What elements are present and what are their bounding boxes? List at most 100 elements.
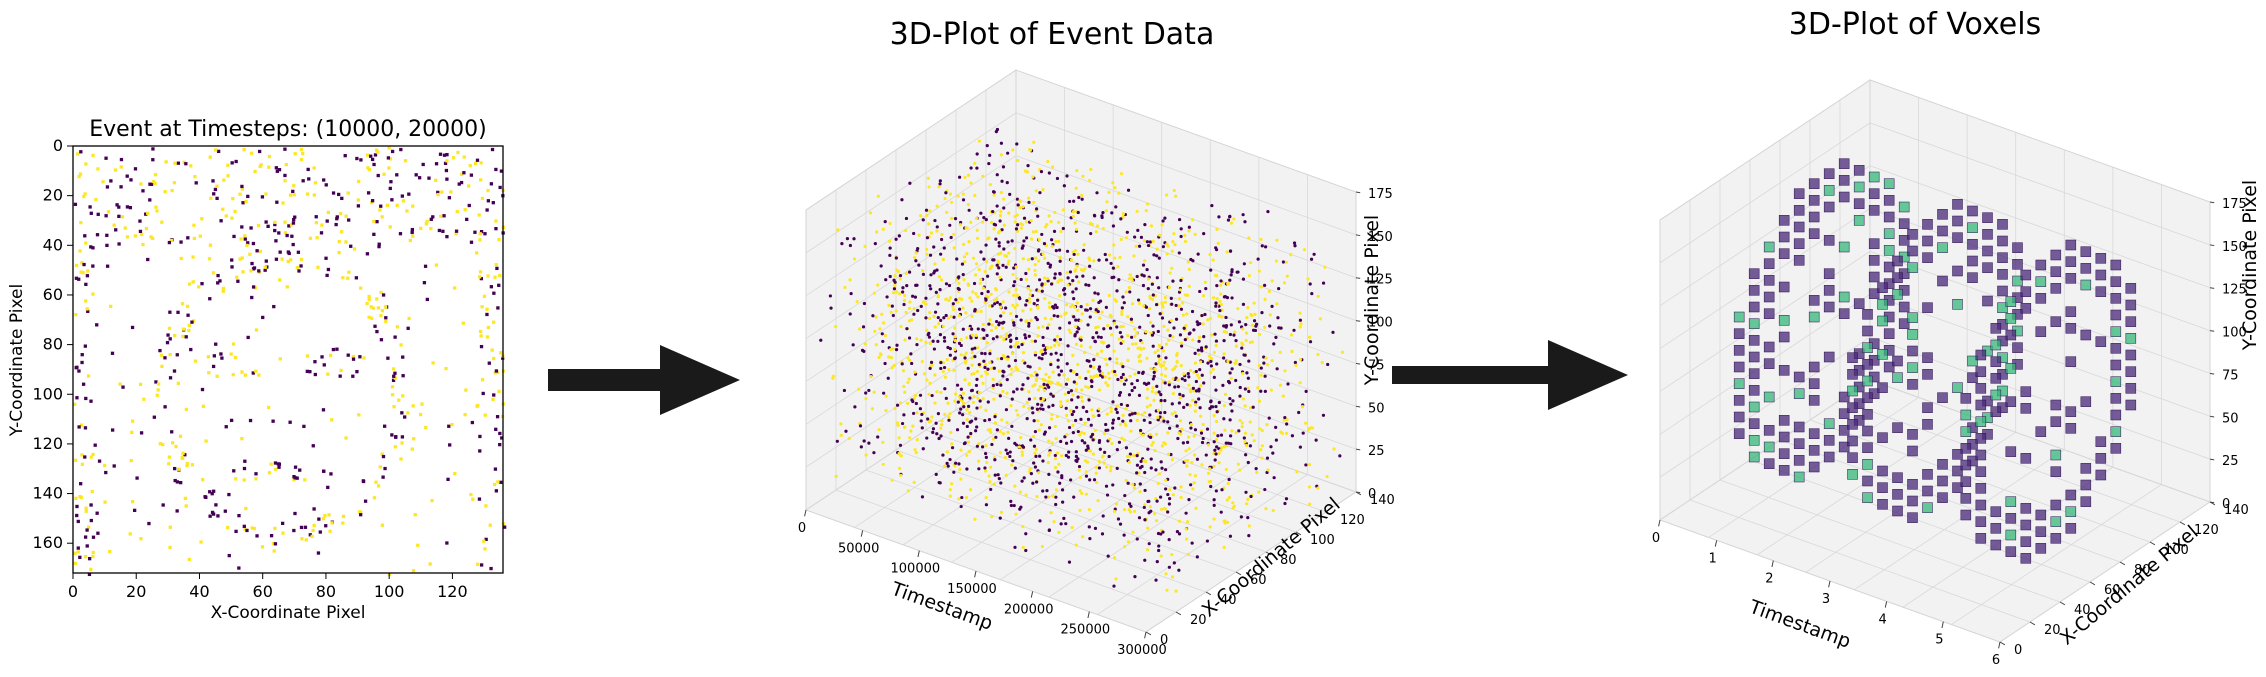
event-pixel bbox=[78, 555, 82, 559]
event-point bbox=[1250, 433, 1254, 437]
voxel-cube bbox=[1748, 318, 1760, 329]
event-point bbox=[1227, 381, 1232, 385]
event-point bbox=[1030, 257, 1034, 261]
y-tick-label: 40 bbox=[1220, 593, 1237, 608]
event-point bbox=[921, 269, 925, 273]
event-point bbox=[1180, 377, 1184, 381]
voxel-cube bbox=[1982, 212, 1993, 223]
event-point bbox=[1214, 301, 1218, 305]
event-point bbox=[1157, 256, 1161, 260]
event-point bbox=[1171, 377, 1175, 381]
event-point bbox=[858, 424, 863, 428]
event-point bbox=[1254, 467, 1258, 471]
event-pixel bbox=[103, 500, 107, 504]
event-point bbox=[1232, 504, 1236, 508]
event-point bbox=[1006, 240, 1010, 244]
event-pixel bbox=[399, 343, 403, 347]
event-point bbox=[955, 428, 960, 432]
event-pixel bbox=[476, 403, 480, 408]
event-point bbox=[1240, 425, 1244, 429]
event-pixel bbox=[133, 167, 138, 171]
event-point bbox=[1064, 382, 1069, 386]
event-point bbox=[932, 314, 936, 318]
event-pixel bbox=[227, 553, 231, 558]
event-point bbox=[1200, 373, 1204, 377]
event-pixel bbox=[477, 213, 481, 217]
event-point bbox=[853, 405, 857, 409]
event-pixel bbox=[308, 533, 312, 537]
event-pixel bbox=[352, 247, 357, 251]
voxel-cube bbox=[1862, 442, 1873, 453]
voxel-cube bbox=[1868, 288, 1880, 299]
event-point bbox=[1121, 365, 1125, 369]
event-point bbox=[1126, 358, 1130, 363]
event-pixel bbox=[243, 237, 247, 241]
event-point bbox=[1074, 318, 1078, 322]
event-point bbox=[1010, 463, 1014, 467]
event-pixel bbox=[391, 367, 396, 371]
voxel-cube bbox=[1960, 459, 1972, 471]
event-point bbox=[997, 476, 1001, 481]
event-pixel bbox=[187, 323, 191, 327]
event-point bbox=[1188, 403, 1192, 408]
event-point bbox=[1209, 356, 1214, 361]
event-point bbox=[1212, 440, 1216, 444]
voxel-cube bbox=[1748, 335, 1760, 346]
event-pixel bbox=[498, 185, 502, 190]
event-point bbox=[1122, 533, 1126, 537]
event-pixel bbox=[337, 250, 341, 255]
event-point bbox=[1146, 526, 1150, 530]
event-pixel bbox=[237, 513, 241, 518]
event-point bbox=[1115, 361, 1119, 365]
event-pixel bbox=[338, 212, 343, 216]
event-point bbox=[1027, 321, 1031, 326]
event-point bbox=[1093, 291, 1097, 295]
event-point bbox=[1065, 303, 1069, 307]
event-point bbox=[1208, 467, 1212, 471]
event-point bbox=[984, 455, 988, 459]
event-point bbox=[958, 467, 962, 472]
event-pixel bbox=[155, 393, 159, 397]
event-pixel bbox=[117, 214, 121, 218]
event-point bbox=[975, 406, 979, 410]
event-pixel bbox=[357, 510, 362, 514]
event-pixel bbox=[376, 306, 381, 310]
event-point bbox=[1194, 389, 1199, 393]
event-pixel bbox=[231, 342, 236, 346]
event-point bbox=[1025, 400, 1029, 404]
event-point bbox=[1298, 357, 1302, 362]
event-pixel bbox=[335, 215, 339, 219]
event-pixel bbox=[441, 229, 445, 233]
event-point bbox=[1009, 499, 1013, 503]
event-point bbox=[1184, 324, 1188, 328]
event-point bbox=[973, 354, 977, 359]
event-point bbox=[880, 332, 884, 336]
event-point bbox=[1215, 296, 1219, 301]
event-point bbox=[1156, 348, 1160, 352]
event-point bbox=[905, 327, 909, 331]
event-point bbox=[1021, 545, 1025, 550]
x-tick-label: 4 bbox=[1879, 612, 1887, 627]
event-point bbox=[1259, 285, 1263, 289]
y-tick-mark bbox=[1999, 641, 2006, 646]
event-pixel bbox=[347, 218, 351, 222]
event-pixel bbox=[390, 393, 395, 397]
event-point bbox=[967, 208, 971, 212]
event-point bbox=[915, 337, 919, 341]
event-pixel bbox=[231, 373, 235, 377]
event-point bbox=[1078, 375, 1082, 380]
event-point bbox=[1159, 372, 1164, 377]
voxel-cube bbox=[2005, 529, 2017, 541]
event-pixel bbox=[391, 378, 396, 382]
event-point bbox=[953, 347, 957, 352]
event-point bbox=[925, 378, 929, 382]
event-point bbox=[955, 383, 960, 387]
event-pixel bbox=[275, 169, 280, 173]
event-point bbox=[1190, 541, 1194, 545]
y-tick-label: 80 bbox=[2134, 563, 2151, 578]
event-pixel bbox=[144, 226, 149, 231]
voxel-cube bbox=[2065, 256, 2077, 267]
event-point bbox=[1078, 508, 1082, 513]
voxel-cube bbox=[1975, 366, 1987, 377]
event-point bbox=[1266, 468, 1270, 472]
